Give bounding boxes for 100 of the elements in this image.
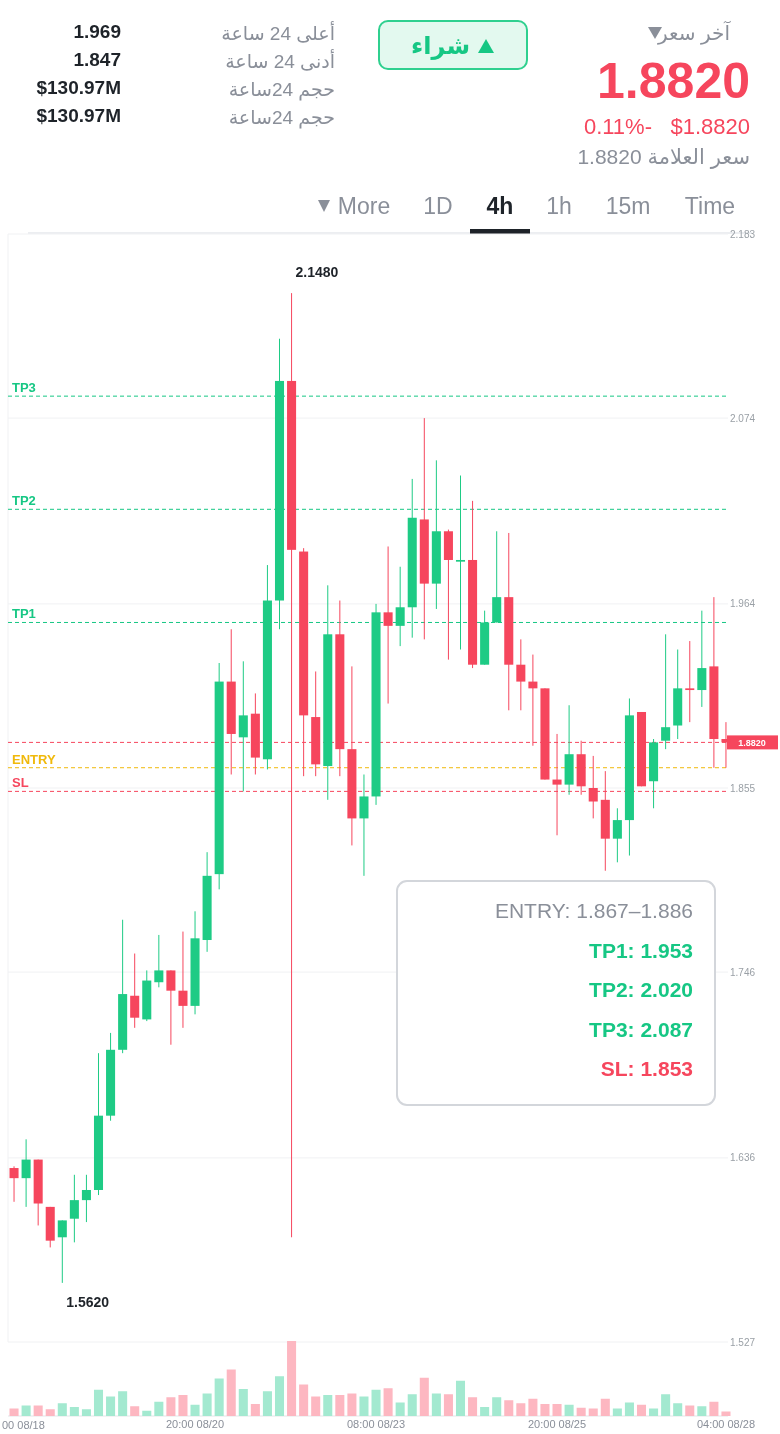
y-tick-label: 2.183	[730, 228, 756, 240]
candlestick	[612, 807, 622, 863]
bar	[262, 1391, 272, 1416]
bar	[468, 1397, 478, 1416]
text: أدنى 24 ساعة	[225, 49, 335, 72]
candlestick	[238, 660, 248, 792]
bar	[21, 1405, 31, 1416]
text: 1.969	[73, 21, 121, 42]
bar	[636, 1404, 647, 1416]
bar	[359, 1396, 369, 1416]
x-tick-label: 20:00 08/25	[527, 1418, 587, 1430]
bar	[661, 1394, 671, 1416]
bar	[287, 1341, 297, 1416]
bar	[226, 1369, 236, 1416]
bar	[588, 1408, 598, 1416]
bar	[624, 1402, 634, 1416]
text: Time	[684, 193, 736, 219]
x-tick-label: 08:00 08/23	[346, 1418, 406, 1430]
annotation: TP2: 2.020	[589, 978, 693, 1001]
bar	[323, 1395, 333, 1416]
text: $130.97M	[36, 77, 121, 98]
bar	[214, 1378, 224, 1416]
candlestick	[81, 1174, 91, 1223]
bar	[455, 1380, 466, 1416]
candlestick	[166, 969, 176, 1046]
annotation: TP3: 2.087	[589, 1017, 693, 1041]
bar	[118, 1391, 128, 1416]
y-tick-label: 1.636	[730, 1152, 756, 1164]
bar	[600, 1398, 610, 1416]
text: 1D	[423, 193, 453, 219]
bar	[93, 1389, 104, 1416]
ref-line-label: 1.8820	[738, 737, 766, 748]
text: $130.97M	[36, 105, 121, 126]
candlestick	[685, 640, 695, 723]
bar	[407, 1394, 417, 1416]
bar	[57, 1403, 67, 1416]
candlestick	[154, 934, 164, 988]
bar	[178, 1395, 188, 1416]
ref-line-label: SL	[12, 775, 29, 791]
bar	[166, 1397, 176, 1416]
candlestick	[21, 1138, 31, 1208]
bar	[69, 1407, 79, 1416]
text: أعلى 24 ساعة	[221, 21, 335, 44]
bar	[685, 1405, 695, 1416]
candlestick	[69, 1174, 79, 1243]
bar	[576, 1407, 586, 1416]
bar	[299, 1384, 309, 1416]
bar	[250, 1404, 260, 1416]
bar	[431, 1393, 441, 1416]
bar	[697, 1406, 707, 1416]
annotation: 1.5620	[66, 1293, 110, 1310]
text: 1h	[546, 193, 572, 219]
bar	[371, 1389, 381, 1416]
text: $1.8820	[670, 114, 750, 139]
annotation: ENTRY: 1.867–1.886	[494, 899, 693, 922]
candlestick	[130, 953, 140, 1029]
text: شراء	[410, 32, 470, 60]
bar	[564, 1404, 574, 1416]
bar	[81, 1409, 91, 1416]
bar	[45, 1409, 55, 1416]
bar	[383, 1388, 393, 1416]
bar	[492, 1397, 502, 1416]
bar	[443, 1394, 453, 1416]
text: 00 08/18	[2, 1419, 45, 1431]
annotation: 2.1480	[295, 264, 339, 281]
text: 1.847	[73, 49, 121, 70]
candlestick	[9, 1165, 19, 1203]
candlestick	[178, 931, 188, 1029]
text: آخر سعر	[657, 20, 732, 45]
bar	[311, 1396, 321, 1416]
ref-line-label: TP1	[12, 606, 36, 622]
candlestick	[359, 773, 369, 877]
bar	[552, 1404, 562, 1416]
text: 4h	[486, 193, 514, 219]
bar	[274, 1376, 285, 1416]
text: More	[337, 193, 391, 219]
bar	[106, 1396, 116, 1416]
text: سعر العلامة 1.8820	[577, 145, 750, 169]
text: 1.8820	[597, 53, 750, 109]
y-tick-label: 1.964	[730, 598, 756, 610]
candlestick	[516, 638, 526, 711]
bar	[504, 1400, 514, 1416]
x-tick-label: 20:00 08/20	[165, 1418, 225, 1430]
bar	[419, 1377, 429, 1416]
bar	[516, 1403, 526, 1416]
bar	[347, 1393, 357, 1416]
bar	[395, 1402, 405, 1416]
bar	[190, 1404, 200, 1416]
candlestick	[57, 1219, 67, 1284]
y-tick-label: 1.527	[730, 1336, 756, 1348]
y-tick-label: 2.074	[730, 412, 756, 424]
bar	[612, 1408, 622, 1416]
ref-line-label: ENTRY	[12, 751, 56, 767]
annotation: TP1: 1.953	[589, 938, 693, 962]
text: 0.11%-	[583, 114, 652, 139]
bar	[673, 1403, 683, 1416]
candlestick	[661, 633, 671, 750]
ref-line-label: TP3	[12, 380, 36, 396]
bar	[202, 1393, 212, 1416]
bar	[335, 1395, 345, 1416]
